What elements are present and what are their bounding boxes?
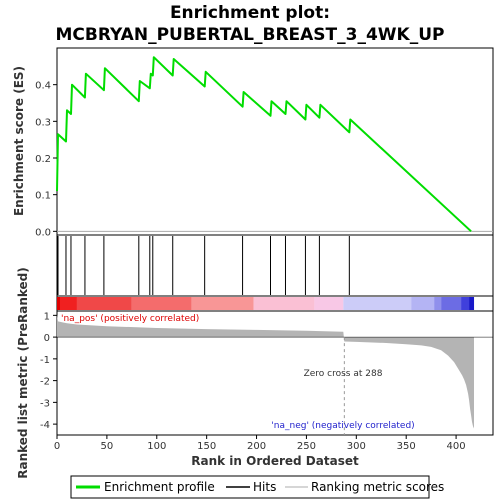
color-bar-segment xyxy=(57,297,60,310)
metric-y-tick-label: -2 xyxy=(40,377,50,388)
es-y-axis-ticks: 0.0 0.1 0.2 0.3 0.4 xyxy=(35,81,57,238)
metric-y-tick-label: 0 xyxy=(44,333,50,344)
color-bar-segment xyxy=(191,297,254,310)
es-y-axis-label: Enrichment score (ES) xyxy=(12,66,26,216)
chart-title-line-1: Enrichment plot: xyxy=(170,3,330,23)
color-bar-segment xyxy=(434,297,442,310)
hit-lines xyxy=(57,236,350,295)
metric-y-tick-label: -1 xyxy=(40,355,50,366)
metric-x-tick-label: 300 xyxy=(347,441,366,452)
es-y-tick-label: 0.1 xyxy=(35,191,51,202)
legend-enrichment-profile-label: Enrichment profile xyxy=(104,480,215,494)
metric-x-tick-label: 0 xyxy=(54,441,60,452)
zero-cross-note: Zero cross at 288 xyxy=(304,369,383,379)
positive-correlation-note: 'na_pos' (positively correlated) xyxy=(61,314,199,324)
metric-y-tick-label: -3 xyxy=(40,398,50,409)
es-panel-frame xyxy=(56,47,494,236)
metric-y-axis-label: Ranked list metric (PreRanked) xyxy=(16,267,30,479)
color-bar-segment xyxy=(314,297,344,310)
color-bar-segment xyxy=(343,297,412,310)
metric-x-tick-label: 50 xyxy=(101,441,114,452)
metric-x-tick-label: 350 xyxy=(397,441,416,452)
metric-x-axis-ticks: 0 50 100 150 200 250 300 350 400 xyxy=(54,435,466,452)
metric-x-tick-label: 250 xyxy=(297,441,316,452)
metric-x-axis-label: Rank in Ordered Dataset xyxy=(191,454,359,468)
metric-y-tick-label: 1 xyxy=(44,311,50,322)
rank-color-bar-panel xyxy=(56,295,494,312)
es-y-tick-label: 0.4 xyxy=(35,81,51,92)
color-bar-segments xyxy=(57,297,475,310)
chart-title-line-2: MCBRYAN_PUBERTAL_BREAST_3_4WK_UP xyxy=(55,25,444,45)
ranked-metric-panel: 'na_pos' (positively correlated) Zero cr… xyxy=(16,267,494,479)
metric-x-tick-label: 200 xyxy=(247,441,266,452)
es-y-tick-label: 0.2 xyxy=(35,154,51,165)
color-bar-segment xyxy=(441,297,462,310)
metric-y-axis-ticks: 1 0 -1 -2 -3 -4 xyxy=(40,311,57,431)
ranking-metric-area xyxy=(57,314,474,429)
color-bar-segment xyxy=(253,297,315,310)
legend-ranking-metric-label: Ranking metric scores xyxy=(311,480,444,494)
hits-panel xyxy=(56,234,494,297)
metric-x-tick-label: 400 xyxy=(447,441,466,452)
legend: Enrichment profile Hits Ranking metric s… xyxy=(70,475,444,499)
legend-hits-label: Hits xyxy=(253,480,276,494)
hits-panel-frame xyxy=(56,234,494,297)
es-y-tick-label: 0.0 xyxy=(35,227,51,238)
color-bar-segment xyxy=(461,297,470,310)
metric-y-tick-label: -4 xyxy=(40,420,50,431)
metric-x-tick-label: 100 xyxy=(147,441,166,452)
color-bar-segment xyxy=(131,297,192,310)
enrichment-profile-line xyxy=(56,56,472,233)
enrichment-score-panel: 0.0 0.1 0.2 0.3 0.4 Enrichment score (ES) xyxy=(12,47,494,238)
color-bar-segment xyxy=(59,297,77,310)
color-bar-segment xyxy=(411,297,435,310)
negative-correlation-note: 'na_neg' (negatively correlated) xyxy=(271,421,414,431)
es-y-tick-label: 0.3 xyxy=(35,117,51,128)
color-bar-segment xyxy=(469,297,475,310)
metric-x-tick-label: 150 xyxy=(197,441,216,452)
color-bar-segment xyxy=(76,297,132,310)
